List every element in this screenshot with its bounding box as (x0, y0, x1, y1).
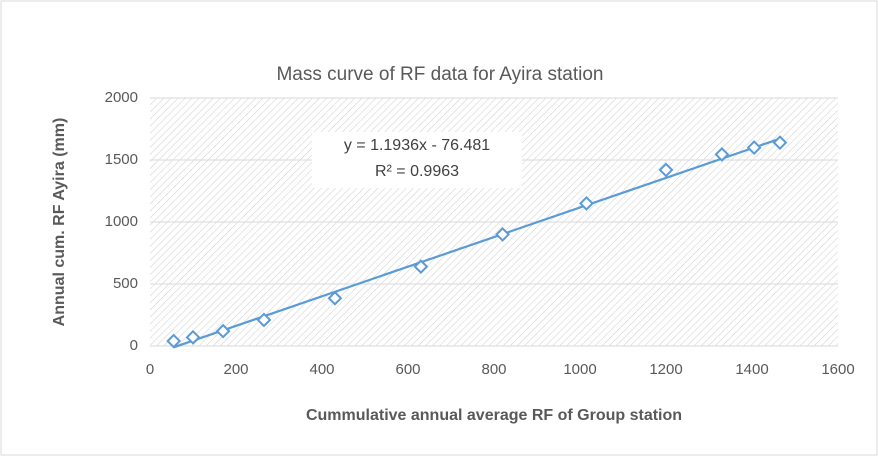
x-tick-label: 200 (223, 361, 248, 378)
y-tick-label: 1000 (105, 213, 138, 230)
data-point (413, 259, 429, 275)
x-tick-label: 1600 (821, 361, 854, 378)
data-point (215, 323, 231, 339)
trendline-label-box (312, 132, 522, 188)
x-axis-label: Cummulative annual average RF of Group s… (306, 407, 682, 424)
x-tick-label: 1200 (649, 361, 682, 378)
y-tick-label: 1500 (105, 151, 138, 168)
x-tick-label: 800 (481, 361, 506, 378)
data-point (746, 140, 762, 156)
x-tick-label: 1400 (735, 361, 768, 378)
data-point (327, 290, 343, 306)
x-tick-label: 400 (309, 361, 334, 378)
y-axis-label: Annual cum. RF Ayira (mm) (51, 118, 68, 327)
y-tick-label: 2000 (105, 89, 138, 106)
data-point (579, 195, 594, 211)
x-tick-label: 600 (395, 361, 420, 378)
x-tick-label: 0 (146, 361, 154, 378)
x-tick-label: 1000 (563, 361, 596, 378)
data-point (256, 312, 272, 328)
chart-title: Mass curve of RF data for Ayira station (276, 64, 603, 85)
data-point (166, 333, 182, 349)
trendline-r2: R² = 0.9963 (375, 163, 459, 180)
data-point (772, 135, 788, 151)
data-point (185, 329, 201, 345)
trendline (173, 137, 781, 349)
data-point (714, 147, 730, 162)
trendline-equation: y = 1.1936x - 76.481 (344, 137, 490, 154)
data-point (658, 162, 674, 178)
y-tick-label: 500 (113, 275, 138, 292)
data-point (495, 226, 511, 242)
y-tick-label: 0 (130, 337, 138, 354)
